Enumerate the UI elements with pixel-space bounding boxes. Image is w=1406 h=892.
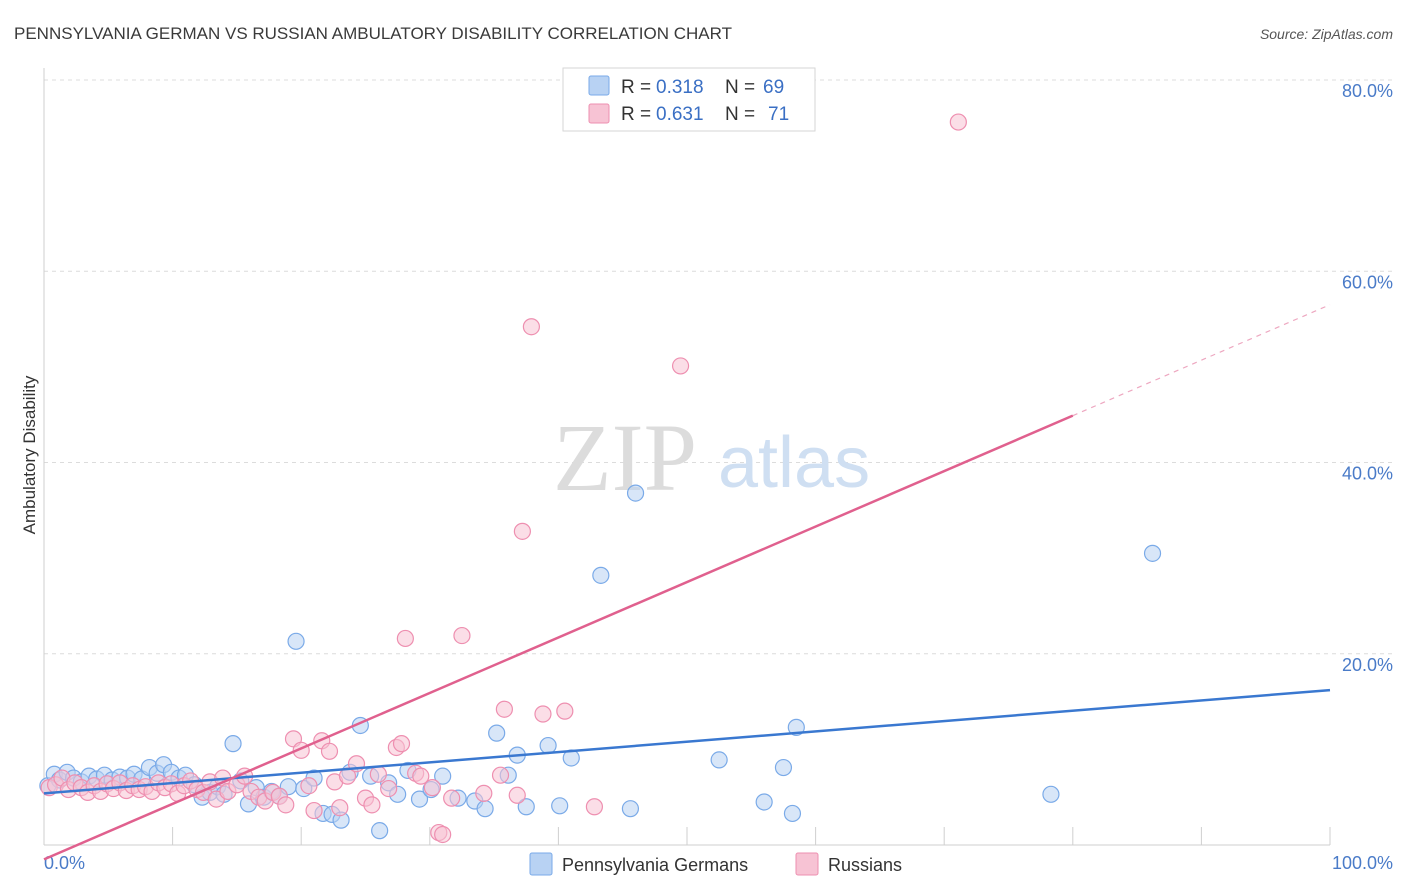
y-tick-label-0: 20.0%: [1342, 655, 1393, 675]
x-tick-label-max: 100.0%: [1332, 853, 1393, 873]
legend-swatch-pennsylvania-germans: [588, 75, 610, 96]
russian-point: [534, 705, 552, 723]
russian-point: [423, 779, 441, 797]
russian-point: [369, 765, 387, 783]
pennsylvania-german-point: [755, 793, 773, 811]
legend-r-label-1: R =: [621, 77, 651, 98]
russian-point: [380, 779, 398, 798]
russian-point: [453, 626, 471, 645]
russian-point: [300, 777, 318, 795]
legend-r-value-1: 0.318: [656, 77, 704, 98]
points-layer: [39, 113, 1162, 844]
y-tick-label-1: 40.0%: [1342, 464, 1393, 484]
russian-point: [522, 318, 540, 336]
bottom-legend-swatch-pennsylvania-germans: [529, 852, 553, 876]
legend-n-label-2: N =: [725, 104, 755, 125]
y-tick-label-2: 60.0%: [1342, 272, 1393, 292]
pennsylvania-german-point: [539, 736, 557, 755]
russian-point: [396, 629, 414, 648]
pennsylvania-german-point: [371, 822, 389, 840]
watermark-zip: ZIP: [553, 404, 697, 511]
russian-point: [320, 742, 339, 760]
legend-r-value-2: 0.631: [656, 104, 704, 125]
pennsylvania-german-point: [710, 751, 728, 769]
russian-point: [513, 522, 531, 540]
russian-point: [331, 799, 349, 817]
russian-point: [671, 357, 690, 375]
pennsylvania-german-point: [224, 735, 242, 753]
russian-point: [443, 789, 461, 807]
pennsylvania-german-point: [551, 797, 569, 815]
pennsylvania-german-point: [626, 484, 645, 502]
bottom-legend: Pennsylvania Germans Russians: [529, 852, 902, 876]
russian-point: [363, 796, 381, 814]
bottom-legend-label-russians: Russians: [828, 855, 902, 875]
watermark-atlas: atlas: [718, 423, 870, 503]
russian-point: [475, 784, 493, 802]
russian-trendline-extension: [1072, 304, 1331, 417]
russian-point: [434, 825, 452, 844]
russian-point: [949, 113, 967, 131]
pennsylvania-german-point: [783, 804, 802, 823]
legend-r-label-2: R =: [621, 104, 651, 125]
trend-layer: [43, 304, 1331, 861]
y-tick-labels: 20.0% 40.0% 60.0% 80.0%: [1342, 81, 1393, 675]
legend-n-value-2: 71: [768, 104, 789, 125]
pennsylvania-german-point: [476, 800, 494, 818]
watermark: ZIP atlas: [553, 404, 870, 511]
russian-point: [508, 786, 526, 804]
legend-n-value-1: 69: [763, 77, 784, 98]
legend-n-label-1: N =: [725, 77, 755, 98]
legend-swatch-russians: [588, 103, 610, 124]
russian-point: [556, 702, 574, 720]
axes: [43, 68, 1331, 846]
chart-title: PENNSYLVANIA GERMAN VS RUSSIAN AMBULATOR…: [14, 24, 732, 43]
pennsylvania-german-point: [592, 566, 610, 584]
russian-trendline: [43, 414, 1074, 861]
pennsylvania-german-point: [621, 800, 640, 818]
pennsylvania-german-point: [517, 798, 535, 816]
pennsylvania-german-point: [774, 758, 793, 777]
russian-point: [305, 801, 323, 820]
russian-point: [585, 798, 604, 816]
pennsylvania-german-point: [1143, 544, 1162, 562]
pennsylvania-german-point: [410, 790, 429, 808]
russian-point: [412, 767, 430, 785]
chart-source: Source: ZipAtlas.com: [1260, 26, 1393, 42]
bottom-legend-swatch-russians: [795, 852, 819, 876]
russian-point: [392, 735, 411, 753]
pennsylvania-german-trendline: [43, 688, 1331, 795]
pennsylvania-german-point: [1042, 785, 1060, 803]
russian-point: [495, 700, 513, 718]
pennsylvania-german-point: [434, 767, 452, 785]
y-tick-label-3: 80.0%: [1342, 81, 1393, 101]
pennsylvania-german-point: [287, 632, 305, 650]
russian-point: [277, 796, 295, 814]
russian-point: [491, 766, 510, 784]
legend: R = 0.318 N = 69 R = 0.631 N = 71: [562, 67, 816, 132]
bottom-legend-label-pennsylvania-germans: Pennsylvania Germans: [562, 855, 748, 875]
pennsylvania-german-point: [488, 724, 506, 742]
x-tick-label-min: 0.0%: [44, 853, 85, 873]
y-axis-label: Ambulatory Disability: [20, 375, 39, 534]
